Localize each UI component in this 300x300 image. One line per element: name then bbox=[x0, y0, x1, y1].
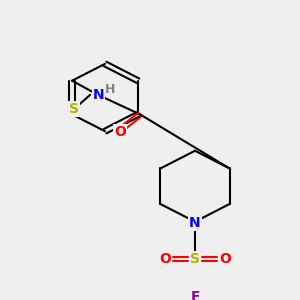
Text: N: N bbox=[189, 217, 201, 230]
Text: H: H bbox=[105, 83, 115, 96]
Text: S: S bbox=[69, 102, 79, 116]
Text: O: O bbox=[114, 125, 126, 139]
Text: O: O bbox=[159, 252, 171, 266]
Text: F: F bbox=[190, 290, 200, 300]
Text: S: S bbox=[190, 252, 200, 266]
Text: O: O bbox=[219, 252, 231, 266]
Text: N: N bbox=[92, 88, 104, 102]
